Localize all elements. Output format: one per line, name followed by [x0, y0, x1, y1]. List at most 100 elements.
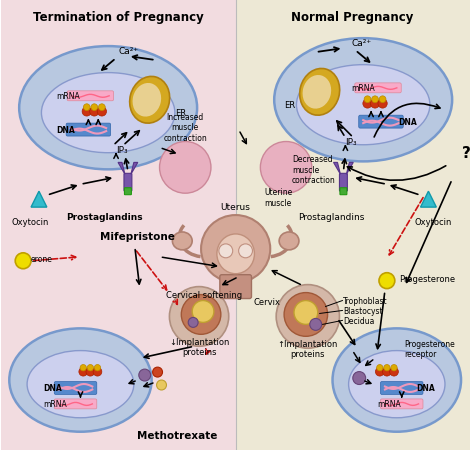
Text: IP₃: IP₃	[116, 146, 128, 155]
Circle shape	[379, 273, 395, 289]
Circle shape	[353, 372, 365, 385]
Text: Uterus: Uterus	[221, 202, 251, 212]
Polygon shape	[31, 192, 47, 207]
Circle shape	[379, 97, 386, 103]
Circle shape	[79, 368, 88, 376]
Text: mRNA: mRNA	[351, 84, 375, 93]
Ellipse shape	[300, 69, 340, 116]
Text: Increased
muscle
contraction: Increased muscle contraction	[164, 112, 207, 142]
Text: ER: ER	[175, 109, 186, 118]
Text: Termination of Pregnancy: Termination of Pregnancy	[33, 11, 203, 24]
Circle shape	[391, 365, 397, 371]
Text: Prostaglandins: Prostaglandins	[298, 212, 365, 221]
Circle shape	[86, 368, 95, 376]
Text: ?: ?	[462, 146, 471, 161]
Ellipse shape	[333, 329, 461, 432]
Text: DNA: DNA	[57, 126, 75, 135]
Circle shape	[238, 244, 253, 258]
Ellipse shape	[217, 235, 255, 274]
Ellipse shape	[296, 65, 430, 145]
Circle shape	[93, 368, 102, 376]
Circle shape	[363, 100, 372, 109]
FancyBboxPatch shape	[66, 124, 110, 137]
FancyBboxPatch shape	[125, 189, 131, 195]
Circle shape	[383, 368, 391, 376]
FancyBboxPatch shape	[359, 116, 403, 129]
Polygon shape	[131, 163, 138, 175]
Circle shape	[160, 142, 211, 194]
FancyBboxPatch shape	[1, 1, 236, 450]
FancyBboxPatch shape	[355, 84, 401, 94]
Circle shape	[192, 301, 214, 322]
Text: ER: ER	[284, 101, 295, 110]
Text: mRNA: mRNA	[43, 400, 67, 409]
Text: erone: erone	[31, 255, 53, 264]
Circle shape	[99, 105, 105, 111]
Text: Blastocyst: Blastocyst	[343, 306, 383, 315]
Text: Trophoblast: Trophoblast	[343, 296, 388, 305]
Circle shape	[169, 287, 229, 346]
Text: Decreased
muscle
contraction: Decreased muscle contraction	[292, 155, 336, 185]
Circle shape	[276, 285, 339, 349]
FancyBboxPatch shape	[381, 382, 423, 395]
Circle shape	[260, 142, 312, 194]
Ellipse shape	[279, 232, 299, 250]
FancyBboxPatch shape	[55, 382, 97, 395]
Text: DNA: DNA	[398, 118, 417, 127]
Text: Prostaglandins: Prostaglandins	[65, 212, 142, 221]
Text: Oxytocin: Oxytocin	[11, 217, 49, 226]
Ellipse shape	[19, 47, 197, 170]
Ellipse shape	[274, 39, 452, 162]
FancyBboxPatch shape	[220, 275, 252, 299]
Circle shape	[375, 368, 384, 376]
Polygon shape	[346, 163, 353, 175]
Text: Cervix: Cervix	[254, 297, 281, 306]
Text: Oxytocin: Oxytocin	[415, 217, 452, 226]
Text: DNA: DNA	[417, 384, 435, 393]
Text: Ca²⁺: Ca²⁺	[118, 46, 138, 55]
Text: Progesterone
receptor: Progesterone receptor	[405, 339, 456, 359]
Circle shape	[219, 244, 233, 258]
Ellipse shape	[9, 329, 152, 432]
Circle shape	[370, 100, 380, 109]
Text: ↑Implantation
proteins: ↑Implantation proteins	[278, 339, 338, 359]
Text: Progesterone: Progesterone	[399, 275, 455, 284]
Circle shape	[97, 107, 107, 117]
Circle shape	[87, 365, 93, 371]
Circle shape	[294, 301, 318, 325]
Text: Normal Pregnancy: Normal Pregnancy	[291, 11, 413, 24]
Circle shape	[156, 380, 166, 390]
Text: mRNA: mRNA	[377, 400, 401, 409]
Ellipse shape	[173, 232, 192, 250]
Circle shape	[372, 97, 378, 103]
Ellipse shape	[201, 216, 270, 283]
Text: Ca²⁺: Ca²⁺	[351, 38, 372, 47]
Circle shape	[15, 253, 31, 269]
Circle shape	[390, 368, 398, 376]
Ellipse shape	[41, 74, 175, 153]
FancyBboxPatch shape	[340, 189, 347, 195]
Circle shape	[80, 365, 86, 371]
FancyBboxPatch shape	[381, 399, 423, 409]
FancyBboxPatch shape	[55, 399, 97, 409]
Circle shape	[377, 365, 383, 371]
Text: Cervical softening: Cervical softening	[166, 290, 242, 299]
Text: Mifepristone: Mifepristone	[100, 231, 175, 241]
FancyBboxPatch shape	[67, 92, 114, 101]
Ellipse shape	[130, 77, 170, 124]
Ellipse shape	[302, 76, 331, 110]
Text: DNA: DNA	[43, 384, 62, 393]
Ellipse shape	[27, 351, 134, 418]
Text: IP₃: IP₃	[346, 138, 357, 147]
FancyBboxPatch shape	[339, 174, 347, 192]
Text: ↓Implantation
proteins: ↓Implantation proteins	[169, 337, 229, 356]
Circle shape	[153, 367, 163, 377]
Polygon shape	[334, 163, 340, 175]
Circle shape	[188, 318, 198, 327]
Ellipse shape	[348, 351, 445, 418]
Text: mRNA: mRNA	[57, 92, 81, 101]
FancyBboxPatch shape	[236, 1, 470, 450]
Circle shape	[82, 107, 91, 117]
Circle shape	[139, 369, 151, 381]
Text: Methotrexate: Methotrexate	[137, 430, 218, 440]
